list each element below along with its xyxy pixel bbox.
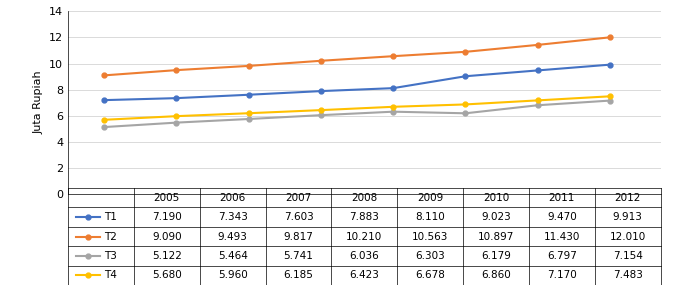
T1 [317, 89, 325, 93]
T4 [389, 105, 397, 109]
T1 [100, 98, 108, 102]
Text: 9.493: 9.493 [218, 231, 248, 242]
Text: 10.897: 10.897 [478, 231, 514, 242]
Text: 9.470: 9.470 [547, 212, 577, 222]
Text: 2009: 2009 [417, 193, 443, 203]
T4 [172, 115, 180, 118]
T2 [244, 64, 253, 68]
T2 [100, 74, 108, 77]
T2 [462, 50, 470, 54]
Text: 6.185: 6.185 [283, 270, 313, 280]
Text: 10.210: 10.210 [346, 231, 383, 242]
Y-axis label: Juta Rupiah: Juta Rupiah [33, 71, 44, 135]
Text: 7.343: 7.343 [218, 212, 248, 222]
T2 [172, 68, 180, 72]
T1 [172, 96, 180, 100]
T1 [389, 86, 397, 90]
T2 [389, 54, 397, 58]
Text: 7.603: 7.603 [283, 212, 313, 222]
Text: 6.303: 6.303 [415, 251, 445, 261]
Text: 6.797: 6.797 [547, 251, 577, 261]
Text: 8.110: 8.110 [415, 212, 445, 222]
Text: 9.817: 9.817 [283, 231, 313, 242]
T3 [100, 125, 108, 129]
T4 [462, 103, 470, 106]
Text: 5.122: 5.122 [152, 251, 182, 261]
T3 [244, 117, 253, 121]
Text: 7.883: 7.883 [349, 212, 379, 222]
Text: 6.179: 6.179 [481, 251, 511, 261]
T3 [389, 110, 397, 113]
Line: T2: T2 [101, 35, 612, 78]
Text: 12.010: 12.010 [609, 231, 646, 242]
T3 [172, 121, 180, 124]
Text: 5.741: 5.741 [283, 251, 313, 261]
Text: T1: T1 [104, 212, 117, 222]
T2 [534, 43, 542, 46]
Text: 9.090: 9.090 [152, 231, 182, 242]
Text: 5.960: 5.960 [218, 270, 248, 280]
Line: T3: T3 [101, 98, 612, 129]
T4 [606, 95, 614, 98]
T1 [534, 69, 542, 72]
T2 [606, 36, 614, 39]
Text: 5.680: 5.680 [152, 270, 182, 280]
T2 [317, 59, 325, 62]
Text: 6.678: 6.678 [415, 270, 445, 280]
Text: 11.430: 11.430 [543, 231, 580, 242]
Text: 2006: 2006 [219, 193, 246, 203]
Text: 2007: 2007 [285, 193, 312, 203]
Line: T4: T4 [101, 94, 612, 122]
Text: T3: T3 [104, 251, 117, 261]
Text: 9.913: 9.913 [613, 212, 643, 222]
Text: 6.860: 6.860 [481, 270, 511, 280]
Text: 2008: 2008 [351, 193, 377, 203]
Text: 2010: 2010 [483, 193, 509, 203]
Text: 2011: 2011 [549, 193, 575, 203]
Text: T4: T4 [104, 270, 117, 280]
Text: 7.483: 7.483 [613, 270, 643, 280]
T1 [244, 93, 253, 96]
Text: 7.154: 7.154 [613, 251, 643, 261]
T3 [462, 112, 470, 115]
T4 [100, 118, 108, 121]
Text: T2: T2 [104, 231, 117, 242]
T1 [462, 75, 470, 78]
Text: 7.190: 7.190 [152, 212, 182, 222]
T3 [317, 113, 325, 117]
Text: 9.023: 9.023 [481, 212, 511, 222]
Text: 5.464: 5.464 [218, 251, 248, 261]
T3 [606, 99, 614, 102]
Text: 2005: 2005 [154, 193, 180, 203]
T4 [534, 99, 542, 102]
T1 [606, 63, 614, 66]
T3 [534, 103, 542, 107]
Line: T1: T1 [101, 62, 612, 103]
T4 [244, 111, 253, 115]
Text: 10.563: 10.563 [412, 231, 448, 242]
Text: 7.170: 7.170 [547, 270, 577, 280]
Text: 2012: 2012 [614, 193, 641, 203]
Text: 6.423: 6.423 [349, 270, 379, 280]
Text: 6.036: 6.036 [349, 251, 379, 261]
T4 [317, 108, 325, 112]
